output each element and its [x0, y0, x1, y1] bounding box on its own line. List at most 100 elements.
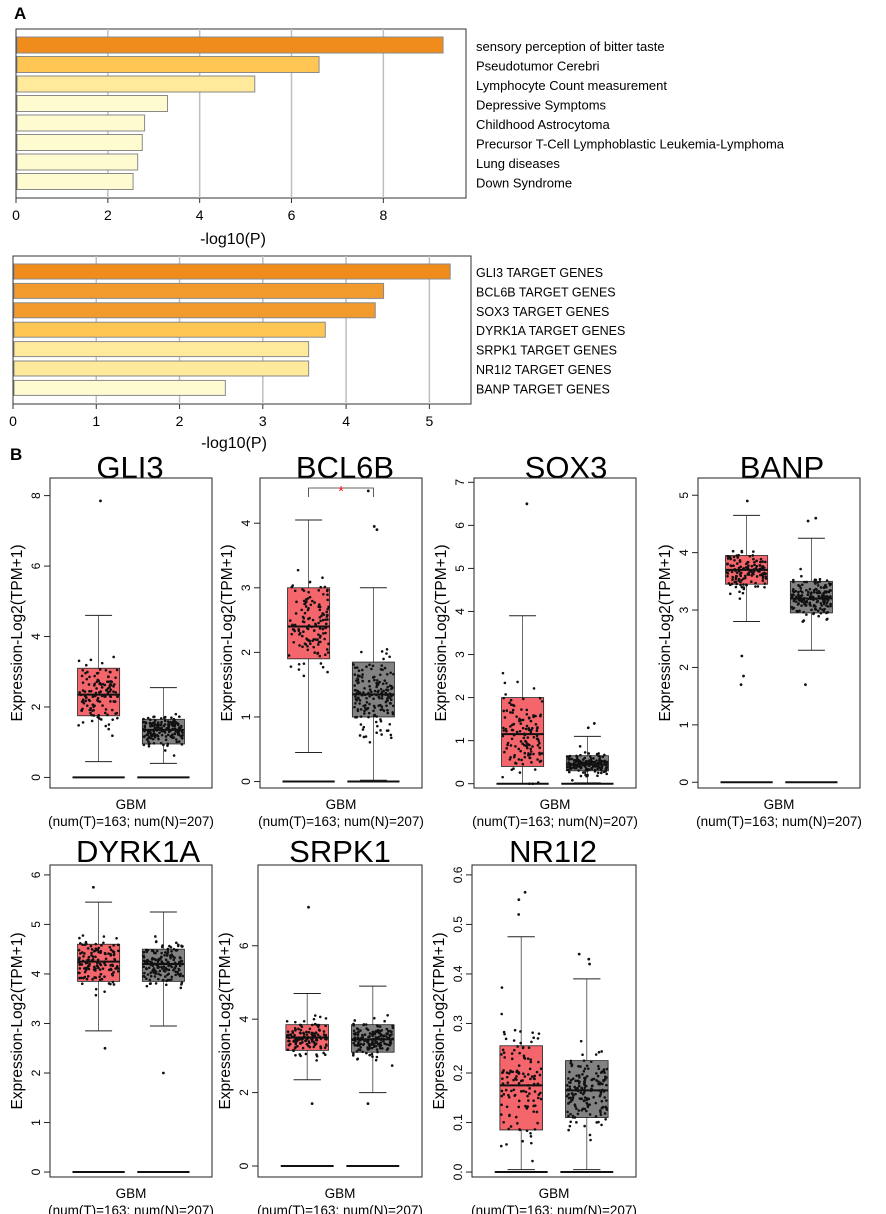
data-point — [738, 590, 741, 594]
data-point — [512, 1088, 516, 1092]
data-point — [84, 699, 88, 703]
bar-category-label: sensory perception of bitter taste — [476, 39, 665, 54]
x-tick-label: 5 — [425, 413, 433, 429]
data-point — [814, 578, 818, 582]
data-point — [500, 1053, 503, 1056]
data-point — [752, 572, 755, 576]
data-point — [582, 1059, 586, 1062]
data-point — [357, 669, 361, 672]
data-point — [822, 602, 826, 606]
data-point — [605, 1083, 608, 1087]
data-point — [94, 942, 98, 946]
data-point — [174, 712, 178, 716]
data-point — [603, 1096, 607, 1099]
data-point — [791, 578, 795, 582]
data-point — [386, 685, 389, 689]
data-point — [171, 736, 175, 740]
data-point — [368, 702, 371, 706]
data-point — [386, 688, 390, 692]
data-point — [356, 1042, 360, 1046]
data-point — [752, 550, 755, 553]
y-tick-label: 0 — [237, 1162, 251, 1169]
data-point — [81, 668, 85, 672]
data-point — [314, 1038, 318, 1042]
data-point — [815, 600, 819, 604]
plot-frame — [15, 28, 467, 199]
data-point — [510, 728, 514, 732]
data-point — [385, 672, 389, 676]
data-point — [568, 1070, 571, 1074]
data-point — [163, 967, 167, 970]
data-point — [740, 585, 744, 589]
data-point — [352, 1054, 355, 1057]
data-point — [167, 968, 171, 972]
data-point — [154, 951, 157, 955]
data-point — [521, 697, 525, 701]
data-point — [377, 1029, 380, 1032]
data-point — [821, 593, 824, 597]
data-point — [158, 731, 161, 735]
data-point — [595, 759, 598, 762]
data-point — [286, 1030, 290, 1033]
data-point — [571, 1098, 574, 1102]
data-point — [168, 944, 171, 948]
data-point — [368, 1053, 371, 1057]
data-point — [517, 1064, 521, 1067]
data-point — [106, 690, 110, 694]
data-point — [579, 1091, 583, 1094]
data-point — [112, 944, 115, 947]
data-point — [567, 1077, 570, 1080]
data-point — [357, 697, 360, 700]
data-point — [96, 696, 100, 700]
data-point — [524, 739, 527, 743]
data-point — [321, 665, 325, 669]
data-point — [326, 618, 329, 621]
data-point — [156, 966, 160, 970]
data-point — [812, 611, 816, 615]
data-point — [794, 600, 798, 604]
data-point — [358, 1048, 362, 1052]
data-point — [95, 671, 99, 675]
data-point — [581, 1073, 584, 1076]
data-point — [117, 949, 120, 953]
data-point — [519, 1041, 523, 1045]
data-point — [740, 550, 744, 554]
data-point — [88, 675, 91, 679]
data-point — [164, 958, 168, 962]
data-point — [355, 1050, 359, 1053]
bar-category-label: BCL6B TARGET GENES — [476, 285, 616, 299]
data-point — [112, 983, 116, 986]
x-group-label: GBM — [539, 1186, 570, 1201]
data-point — [147, 959, 150, 963]
data-point — [518, 1128, 522, 1132]
data-point — [176, 970, 179, 974]
data-point — [726, 574, 729, 578]
y-tick-label: 2 — [237, 1089, 251, 1096]
data-point — [174, 973, 177, 977]
data-point — [388, 1029, 392, 1033]
data-point — [302, 630, 305, 633]
data-point — [529, 1060, 533, 1064]
data-point — [82, 976, 85, 980]
data-point — [164, 738, 168, 742]
outlier-point — [586, 726, 590, 730]
data-point — [532, 714, 535, 717]
bar-category-label: Lung diseases — [476, 156, 560, 171]
data-point — [601, 755, 605, 759]
data-point — [361, 1050, 364, 1054]
data-point — [385, 648, 389, 651]
data-point — [521, 726, 525, 730]
data-point — [298, 633, 301, 636]
data-point — [97, 679, 100, 682]
data-point — [380, 650, 384, 653]
data-point — [600, 1070, 604, 1074]
data-point — [109, 948, 113, 952]
data-point — [285, 1019, 289, 1023]
data-point — [85, 677, 89, 681]
data-point — [166, 744, 169, 747]
data-point — [103, 683, 107, 687]
y-tick-label: 2 — [239, 649, 253, 656]
data-point — [152, 741, 156, 745]
data-point — [295, 600, 298, 604]
x-group-label: GBM — [326, 797, 357, 812]
